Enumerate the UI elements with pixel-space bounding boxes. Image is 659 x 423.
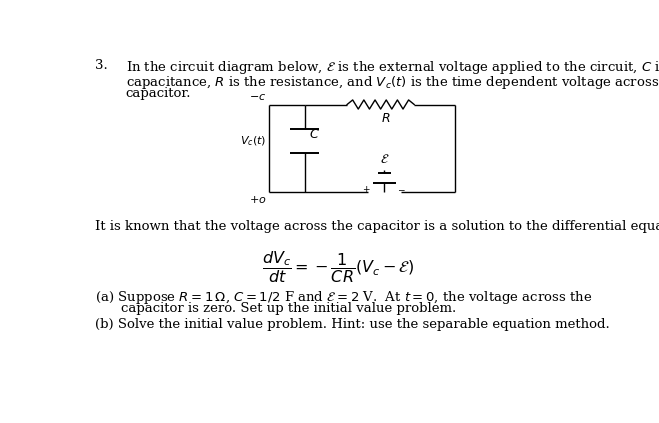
Text: $V_c(t)$: $V_c(t)$ [240,134,266,148]
Text: $+$: $+$ [362,184,370,194]
Text: $\mathcal{E}$: $\mathcal{E}$ [380,154,389,166]
Text: capacitance, $R$ is the resistance, and $V_c(t)$ is the time dependent voltage a: capacitance, $R$ is the resistance, and … [126,74,659,91]
Text: $-c$: $-c$ [249,92,266,102]
Text: (a) Suppose $R = 1\,\Omega$, $C = 1/2$ F and $\mathcal{E} = 2$ V.  At $t = 0$, t: (a) Suppose $R = 1\,\Omega$, $C = 1/2$ F… [95,288,592,305]
Text: 3.: 3. [95,59,108,72]
Text: $+o$: $+o$ [248,194,266,205]
Text: $-$: $-$ [397,184,406,193]
Text: $C$: $C$ [308,128,320,141]
Text: It is known that the voltage across the capacitor is a solution to the different: It is known that the voltage across the … [95,220,659,233]
Text: capacitor is zero. Set up the initial value problem.: capacitor is zero. Set up the initial va… [121,302,456,315]
Text: In the circuit diagram below, $\mathcal{E}$ is the external voltage applied to t: In the circuit diagram below, $\mathcal{… [126,59,659,76]
Text: $R$: $R$ [381,112,391,125]
Text: capacitor.: capacitor. [126,87,191,100]
Text: (b) Solve the initial value problem. Hint: use the separable equation method.: (b) Solve the initial value problem. Hin… [95,319,610,332]
Text: $\dfrac{dV_c}{dt} = -\dfrac{1}{CR}(V_c - \mathcal{E})$: $\dfrac{dV_c}{dt} = -\dfrac{1}{CR}(V_c -… [262,250,414,285]
